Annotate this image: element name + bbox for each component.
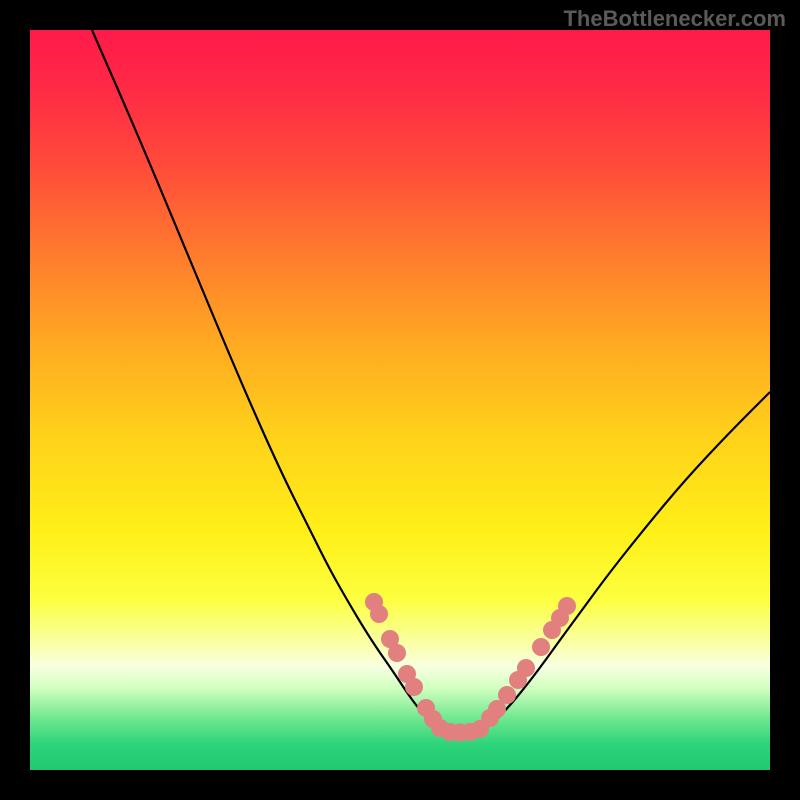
plot-area [30, 30, 770, 770]
data-marker [498, 686, 516, 704]
data-marker [532, 638, 550, 656]
chart-svg [30, 30, 770, 770]
watermark-text: TheBottlenecker.com [563, 6, 786, 32]
data-marker [388, 644, 406, 662]
data-marker [517, 659, 535, 677]
chart-container: TheBottlenecker.com [0, 0, 800, 800]
data-marker [558, 597, 576, 615]
data-marker [405, 678, 423, 696]
data-marker [370, 605, 388, 623]
